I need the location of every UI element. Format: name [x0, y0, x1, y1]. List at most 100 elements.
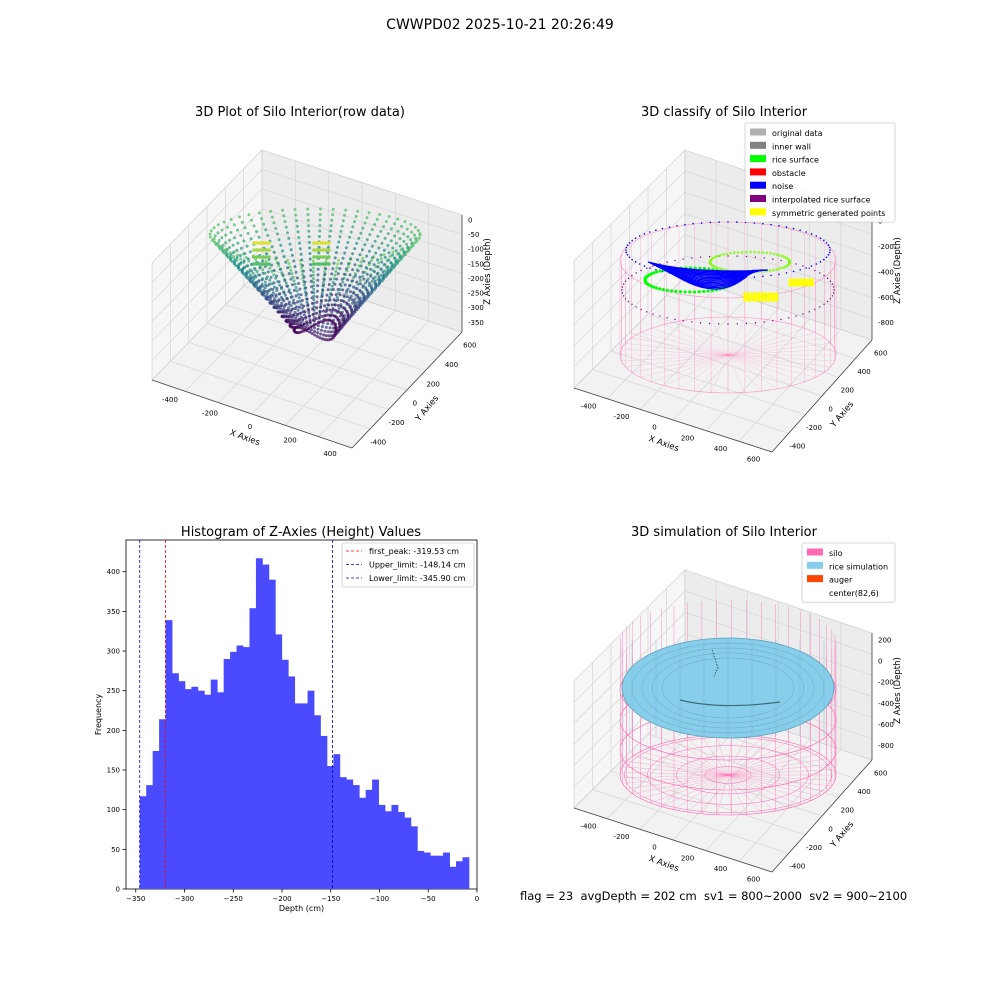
- histogram-bar: [262, 564, 270, 889]
- panel3-legend-label: Upper_limit: -148.14 cm: [369, 561, 466, 570]
- panel2-y-tick-label: 600: [874, 349, 887, 357]
- panel1-y-tick-label: 0: [413, 400, 417, 408]
- panel2-x-tick-label: 0: [652, 424, 656, 432]
- panel1-y-tick-label: 200: [426, 380, 439, 388]
- histogram-bar: [423, 852, 431, 889]
- panel4-z-tick-label: -800: [878, 742, 894, 750]
- panel2-x-axis-line: [573, 387, 773, 453]
- histogram-bar: [165, 620, 173, 889]
- histogram-bar: [191, 686, 199, 889]
- panel1-x-axis-line: [151, 379, 353, 449]
- panel1-y-tick-label: -200: [389, 419, 405, 427]
- panel1-z-tick-label: -50: [468, 231, 479, 239]
- panel1-y-tick-label: 400: [445, 361, 458, 369]
- panel2-x-tick-label: -200: [614, 413, 630, 421]
- panel2-y-tick-label: 200: [841, 387, 854, 395]
- histogram-bar: [320, 735, 328, 889]
- panel3-x-tick-label: 0: [475, 895, 479, 903]
- panel4-z-tick-label: 0: [878, 658, 882, 666]
- panel1-y-tick-label: 600: [463, 342, 476, 350]
- panel1-y-axis-label: Y Axies: [413, 393, 441, 424]
- panel1-z-tick-label: -300: [468, 304, 484, 312]
- histogram-bar: [359, 797, 367, 889]
- panel3-y-tick-label: 300: [107, 648, 120, 656]
- histogram-bar: [462, 857, 470, 889]
- panel1-y-axis-line: [351, 331, 463, 449]
- panel1-x-tick-label: -400: [162, 396, 178, 404]
- histogram-bar: [456, 861, 463, 889]
- panel1-y-tick-label: -400: [370, 438, 386, 446]
- panel1-z-tick-label: -100: [468, 246, 484, 254]
- panel3-y-tick-label: 100: [107, 806, 120, 814]
- panel2-z-tick-label: -800: [878, 319, 894, 327]
- histogram-bar: [391, 804, 399, 889]
- histogram-bar: [159, 719, 166, 889]
- panel2-x-axis-label: X Axies: [647, 434, 680, 454]
- histogram-bar: [223, 658, 231, 889]
- histogram-bar: [397, 812, 405, 889]
- histogram-bar: [326, 766, 334, 889]
- histogram-bar: [339, 777, 347, 889]
- panel2-y-tick-label: 400: [857, 368, 870, 376]
- panel3-bars: [139, 558, 470, 889]
- histogram-bar: [378, 804, 386, 889]
- histogram-bar: [301, 703, 308, 889]
- panel2-legend-swatch: [750, 208, 766, 216]
- histogram-bar: [294, 703, 302, 889]
- panel3-x-tick-label: −150: [321, 895, 340, 903]
- panel2-y-axis-line: [771, 339, 873, 453]
- panel3-x-tick-label: −200: [272, 895, 291, 903]
- panel4-legend-label: rice simulation: [829, 562, 888, 571]
- panel1-z-tick-label: -250: [468, 290, 484, 298]
- panel2-legend-swatch: [750, 181, 766, 189]
- panel2-x-tick-label: -400: [581, 402, 597, 410]
- panel4-y-axis-line: [771, 759, 873, 873]
- histogram-bar: [204, 694, 212, 889]
- panel2-gridline: [573, 191, 873, 304]
- panel3-y-axis-label: Frequency: [94, 694, 103, 736]
- panel2-legend-swatch: [750, 155, 766, 163]
- histogram-bar: [281, 659, 289, 889]
- panel4-title: 3D simulation of Silo Interior: [631, 525, 818, 540]
- panel4-y-tick-label: 0: [828, 825, 832, 833]
- panel4-legend-label: center(82,6): [829, 589, 879, 598]
- panel2-y-axis-label: Y Axies: [828, 399, 856, 430]
- panel3-x-tick-label: −350: [126, 895, 145, 903]
- panel4-legend-swatch: [807, 575, 823, 583]
- panel4-gridline: [573, 590, 873, 703]
- histogram-bar: [410, 826, 418, 889]
- panel4-legend-swatch: [807, 588, 823, 596]
- panel3-legend-label: Lower_limit: -345.90 cm: [369, 574, 466, 583]
- panel2-legend-label: rice surface: [772, 156, 819, 165]
- panel1-x-tick-label: 0: [248, 423, 252, 431]
- histogram-bar: [243, 647, 250, 889]
- panel4-z-tick-label: -600: [878, 721, 894, 729]
- panel4-x-axis-label: X Axies: [647, 854, 680, 874]
- panel1-z-axis-label: Z Axies (Depth): [483, 238, 493, 305]
- panel4-legend-swatch: [807, 561, 823, 569]
- status-footer: flag = 23 avgDepth = 202 cm sv1 = 800~20…: [520, 889, 908, 903]
- panel3-y-tick-label: 250: [107, 687, 120, 695]
- panel4-legend-label: silo: [829, 549, 843, 558]
- histogram-bar: [268, 579, 276, 889]
- histogram-bar: [417, 850, 425, 889]
- panel3-x-tick-label: −300: [175, 895, 194, 903]
- panel2-legend-label: noise: [772, 182, 793, 191]
- panel2-legend-swatch: [750, 141, 766, 149]
- histogram-bar: [430, 855, 438, 889]
- panel2-legend-swatch: [750, 195, 766, 202]
- panel4-y-axis-label: Y Axies: [828, 819, 856, 850]
- panel1-x-axis-label: X Axies: [228, 428, 261, 448]
- panel2-legend-label: obstacle: [772, 169, 806, 178]
- histogram-bar: [184, 689, 192, 889]
- panel1-gridline: [151, 188, 463, 303]
- panel1-x-tick-label: -200: [202, 409, 218, 417]
- panel2-legend-swatch: [750, 168, 766, 176]
- panel2-legend-label: inner wall: [772, 142, 811, 151]
- histogram-bar: [210, 679, 218, 889]
- panel1-z-tick-label: -150: [468, 260, 484, 268]
- panel3-y-tick-label: 50: [111, 846, 120, 854]
- panel3-y-tick-label: 400: [107, 568, 120, 576]
- panel3-legend-label: first_peak: -319.53 cm: [369, 547, 459, 556]
